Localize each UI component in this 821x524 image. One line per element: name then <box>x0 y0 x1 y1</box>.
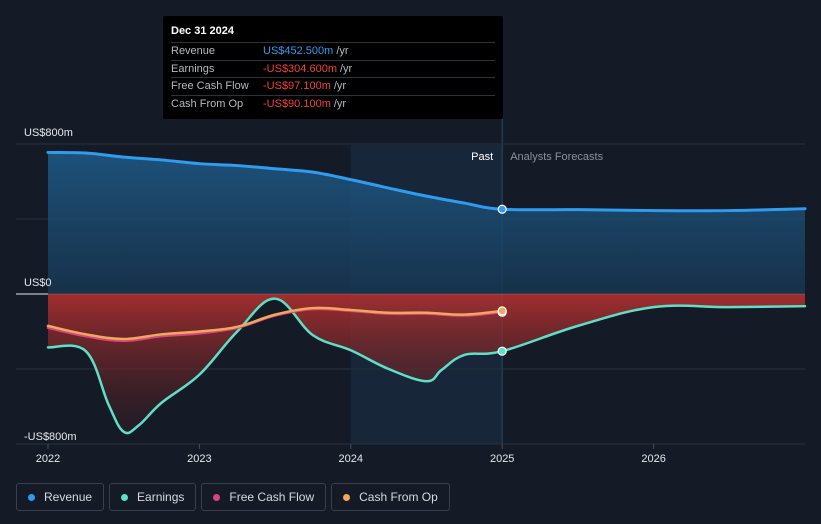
forecast-label: Analysts Forecasts <box>510 151 603 163</box>
legend: Revenue Earnings Free Cash Flow Cash Fro… <box>16 483 450 511</box>
x-tick-label: 2022 <box>36 453 60 465</box>
legend-revenue-button[interactable]: Revenue <box>16 483 105 511</box>
earnings-dot-icon <box>121 493 129 501</box>
tooltip-row-fcf: Free Cash Flow -US$97.100m /yr <box>171 77 495 95</box>
legend-cfo-button[interactable]: Cash From Op <box>331 483 450 511</box>
revenue-area <box>48 152 805 294</box>
x-tick-label: 2026 <box>641 453 665 465</box>
legend-label: Revenue <box>44 490 93 504</box>
legend-fcf-button[interactable]: Free Cash Flow <box>201 483 327 511</box>
legend-label: Cash From Op <box>359 490 438 504</box>
tooltip-label: Free Cash Flow <box>171 80 249 93</box>
tooltip: Dec 31 2024 Revenue US$452.500m /yr Earn… <box>163 16 503 119</box>
x-tick-label: 2023 <box>187 453 211 465</box>
tooltip-date: Dec 31 2024 <box>171 25 234 37</box>
earnings-line <box>46 297 807 435</box>
tooltip-value: -US$97.100m <box>263 80 331 93</box>
tooltip-unit: /yr <box>333 80 347 93</box>
revenue-line <box>46 150 807 213</box>
revenue-dot-icon <box>28 493 35 501</box>
tooltip-row-earnings: Earnings -US$304.600m /yr <box>171 59 495 78</box>
tooltip-label: Earnings <box>171 62 215 75</box>
revenue-marker <box>497 204 507 214</box>
tooltip-unit: /yr <box>340 62 353 75</box>
cfo-line <box>46 306 504 341</box>
tooltip-label: Cash From Op <box>171 97 244 110</box>
x-tick-label: 2025 <box>490 453 514 465</box>
y-tick-label: US$800m <box>24 127 73 139</box>
cfo-dot-icon <box>343 493 351 501</box>
tooltip-label: Revenue <box>171 45 216 58</box>
y-tick-label: US$0 <box>24 277 52 289</box>
x-tick-label: 2024 <box>339 453 363 465</box>
earnings-marker <box>497 346 507 356</box>
tooltip-row-cfo: Cash From Op -US$90.100m /yr <box>171 94 495 113</box>
cfo-marker <box>497 306 507 316</box>
tooltip-unit: /yr <box>333 97 347 110</box>
tooltip-unit: /yr <box>336 45 349 58</box>
tooltip-row-revenue: Revenue US$452.500m /yr <box>171 42 495 60</box>
legend-label: Free Cash Flow <box>229 490 315 504</box>
fcf-dot-icon <box>213 493 221 501</box>
tooltip-value: -US$304.600m <box>263 62 337 75</box>
tooltip-value: -US$90.100m <box>263 97 331 110</box>
tooltip-value: US$452.500m <box>263 45 334 58</box>
y-tick-label: -US$800m <box>24 431 77 443</box>
legend-earnings-button[interactable]: Earnings <box>109 483 197 511</box>
legend-label: Earnings <box>137 490 185 504</box>
chart-canvas: US$800m US$0 -US$800m 2022 2023 2024 2025 2026 P… <box>16 118 807 465</box>
past-label: Past <box>471 151 493 163</box>
